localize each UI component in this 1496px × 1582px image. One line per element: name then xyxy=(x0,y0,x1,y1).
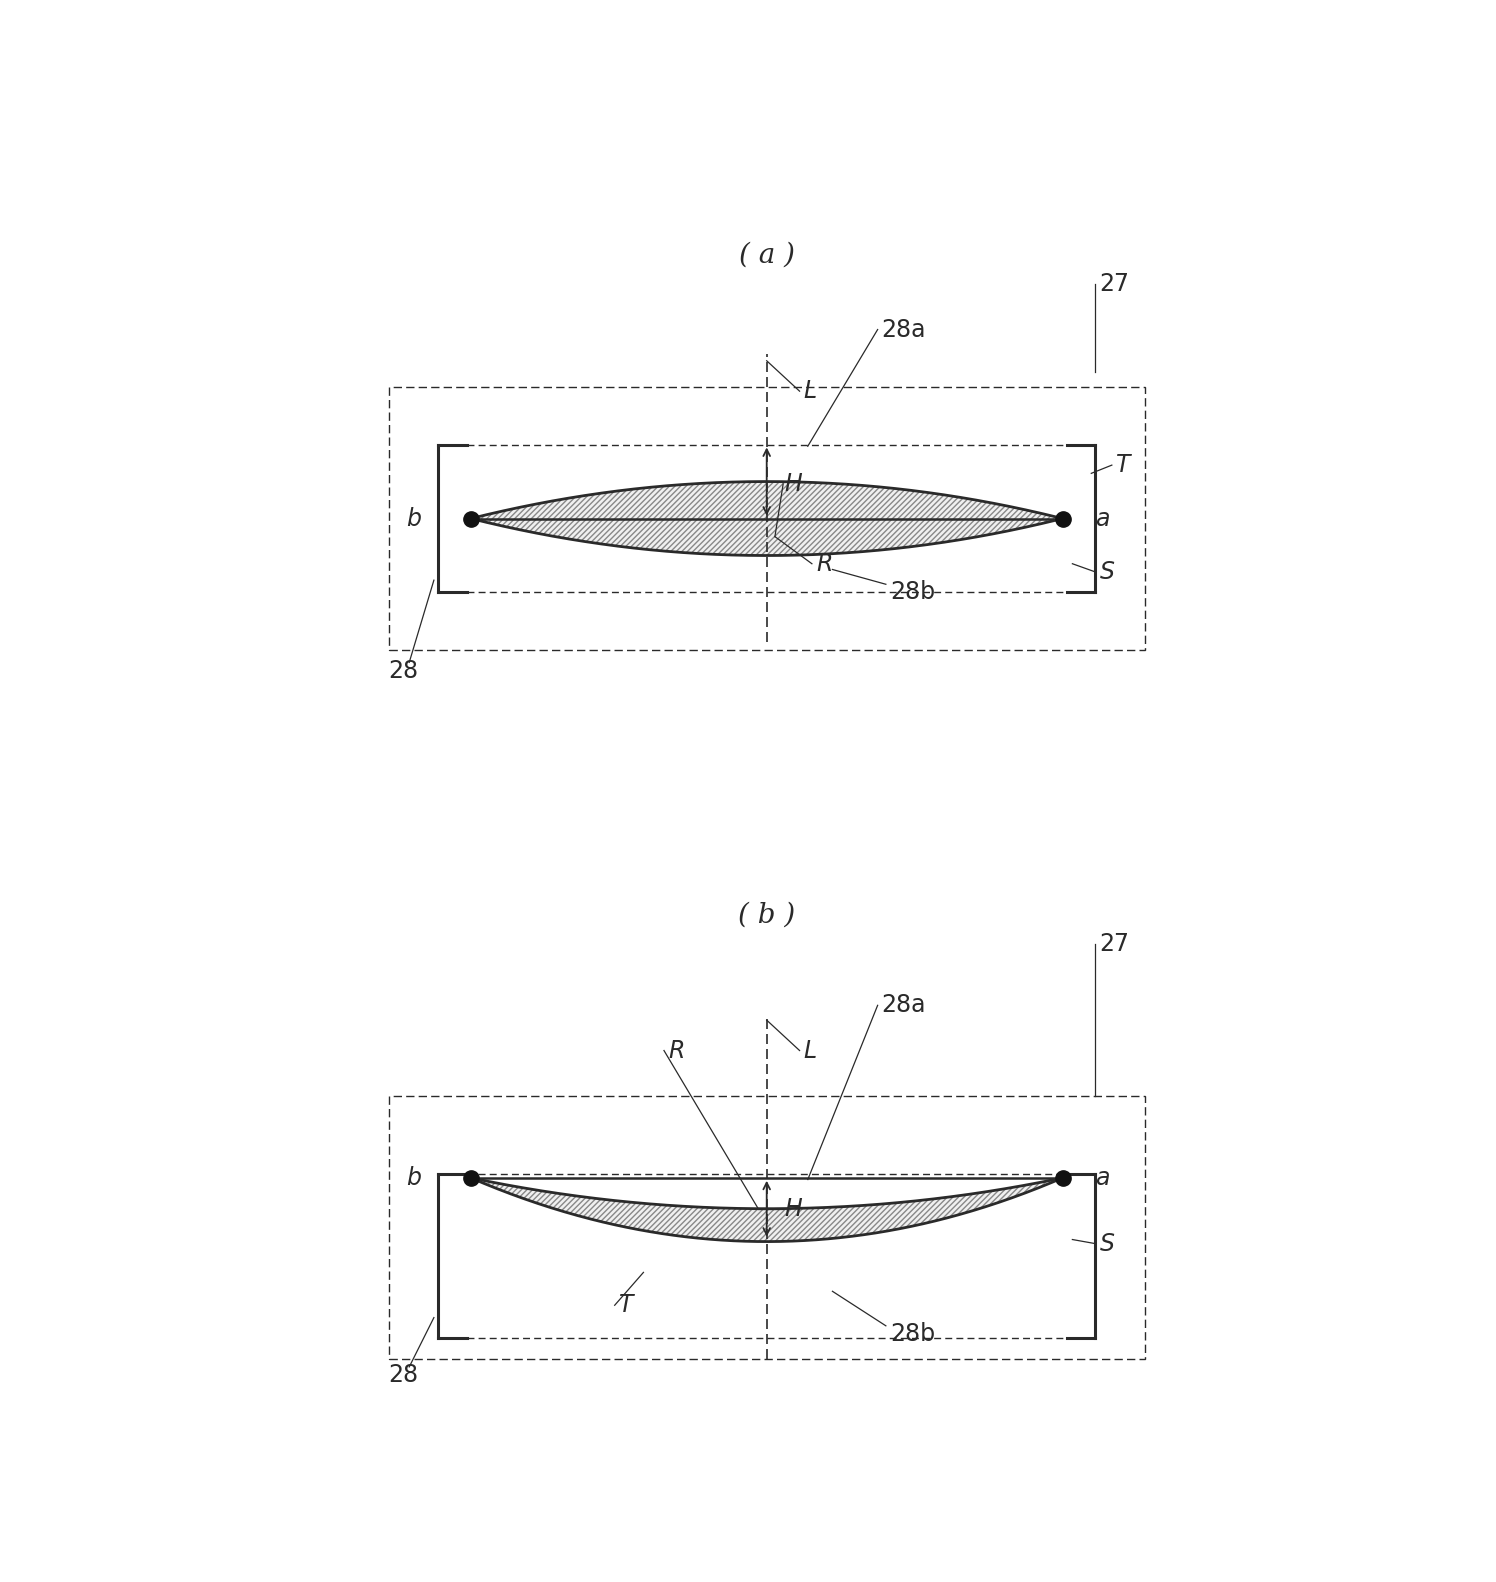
Text: L: L xyxy=(803,380,817,403)
Polygon shape xyxy=(471,481,1062,555)
Text: S: S xyxy=(1100,560,1115,584)
Text: 28: 28 xyxy=(389,658,419,682)
Text: L: L xyxy=(803,1038,817,1063)
Text: S: S xyxy=(1100,1232,1115,1256)
Text: 28a: 28a xyxy=(881,318,926,342)
Text: 27: 27 xyxy=(1100,272,1129,296)
Text: T: T xyxy=(1116,452,1131,478)
Text: R: R xyxy=(669,1038,685,1063)
Text: ( b ): ( b ) xyxy=(738,902,796,929)
Text: T: T xyxy=(619,1292,633,1318)
Bar xyxy=(389,388,1144,650)
Text: b: b xyxy=(407,1166,422,1190)
Text: b: b xyxy=(407,506,422,530)
Text: H: H xyxy=(785,1198,802,1221)
Text: 28b: 28b xyxy=(890,1323,935,1346)
Bar xyxy=(389,1096,1144,1359)
Text: 27: 27 xyxy=(1100,932,1129,956)
Text: a: a xyxy=(1095,1166,1110,1190)
Text: R: R xyxy=(815,552,832,576)
Text: 28: 28 xyxy=(389,1364,419,1387)
Text: 28b: 28b xyxy=(890,581,935,604)
Text: ( a ): ( a ) xyxy=(739,242,794,269)
Text: H: H xyxy=(785,471,802,497)
Polygon shape xyxy=(471,1179,1062,1242)
Text: a: a xyxy=(1095,506,1110,530)
Text: 28a: 28a xyxy=(881,993,926,1017)
